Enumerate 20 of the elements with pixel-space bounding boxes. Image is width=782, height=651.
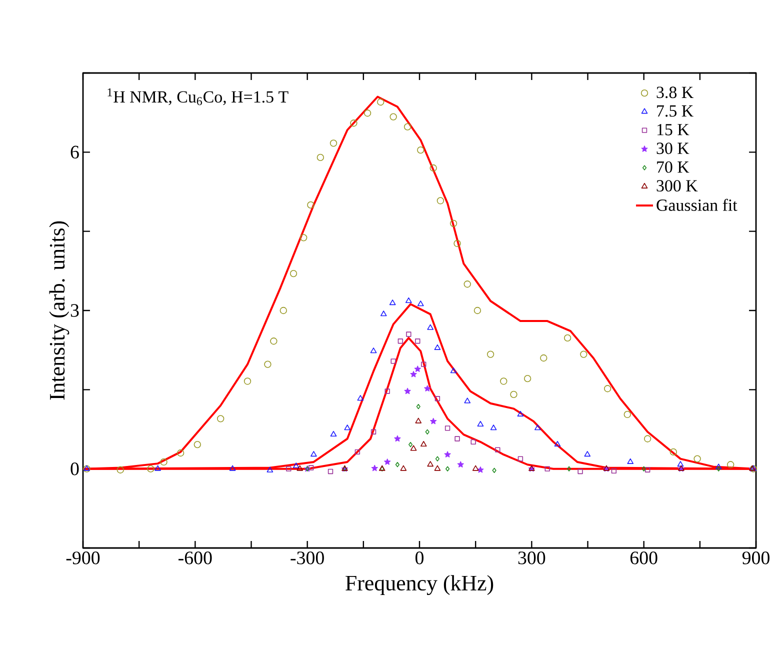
y-tick-label: 0 xyxy=(70,462,79,476)
legend-label: 300 K xyxy=(656,180,698,192)
legend-label: 3.8 K xyxy=(656,86,694,98)
y-tick-label: 3 xyxy=(70,304,79,317)
x-tick-label: -900 xyxy=(66,552,100,564)
y-axis-title: Intensity (arb. units) xyxy=(49,221,70,400)
annotation: $^{1}$H NMR, Cu$_{6}$Co, H=1.5 T xyxy=(108,88,288,106)
legend-label: Gaussian fit xyxy=(656,198,738,211)
x-tick-label: -600 xyxy=(178,552,212,564)
x-axis-title: Frequency (kHz) xyxy=(346,575,494,596)
legend-label: 15 K xyxy=(657,124,690,136)
y-tick-label: 6 xyxy=(70,146,79,159)
x-tick-label: 0 xyxy=(415,552,424,564)
x-tick-label: 300 xyxy=(518,552,546,564)
x-tick-label: -300 xyxy=(290,552,324,564)
x-tick-label: 600 xyxy=(630,552,658,564)
legend-label: 70 K xyxy=(657,161,690,173)
x-tick-label: 900 xyxy=(742,552,770,564)
legend-label: 7.5 K xyxy=(657,105,694,117)
legend-label: 30 K xyxy=(656,142,690,154)
